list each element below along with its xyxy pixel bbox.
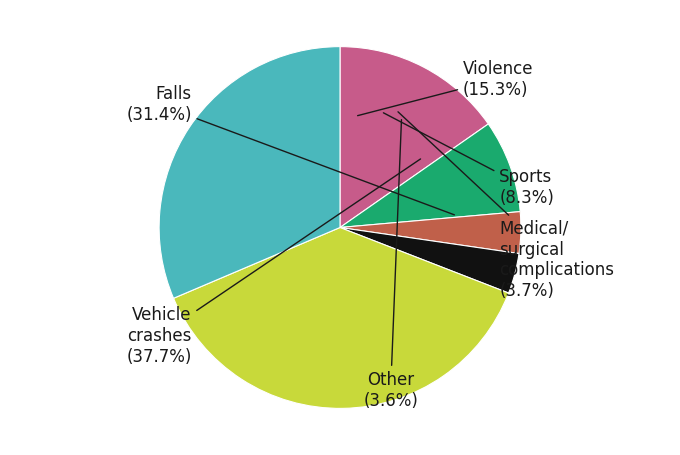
Wedge shape: [340, 124, 520, 228]
Text: Other
(3.6%): Other (3.6%): [363, 120, 418, 410]
Text: Violence
(15.3%): Violence (15.3%): [358, 60, 534, 116]
Text: Medical/
surgical
complications
(3.7%): Medical/ surgical complications (3.7%): [398, 112, 614, 300]
Wedge shape: [340, 46, 488, 228]
Wedge shape: [340, 212, 521, 253]
Text: Falls
(31.4%): Falls (31.4%): [126, 85, 454, 215]
Text: Vehicle
crashes
(37.7%): Vehicle crashes (37.7%): [126, 159, 420, 366]
Wedge shape: [340, 228, 519, 293]
Wedge shape: [159, 46, 340, 298]
Text: Sports
(8.3%): Sports (8.3%): [384, 113, 554, 207]
Wedge shape: [173, 228, 509, 409]
